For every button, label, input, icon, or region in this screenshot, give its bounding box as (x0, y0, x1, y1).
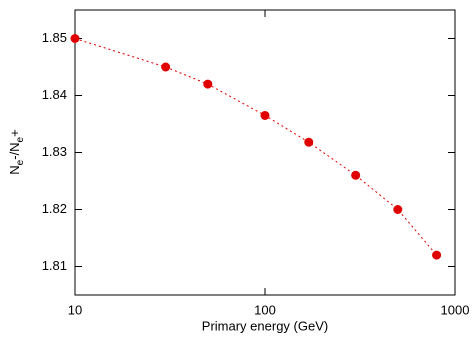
y-label-part: -/N (7, 142, 22, 159)
data-point (203, 79, 213, 89)
data-point (432, 250, 442, 260)
y-tick-label: 1.83 (42, 144, 67, 159)
x-tick-label: 10 (68, 302, 82, 317)
y-tick-label: 1.82 (42, 201, 67, 216)
x-tick-label: 1000 (441, 302, 470, 317)
series-line (74, 38, 437, 256)
y-tick-label: 1.85 (42, 30, 67, 45)
data-point (260, 110, 270, 120)
data-point (393, 205, 403, 214)
y-label-sub: e (15, 136, 26, 142)
x-tick-label: 100 (254, 302, 276, 317)
x-axis-label: Primary energy (GeV) (202, 318, 328, 333)
y-label-part: N (7, 165, 22, 174)
y-label-sub: e (15, 159, 26, 165)
y-label-part: + (7, 129, 22, 137)
data-point (351, 170, 361, 180)
data-point (304, 137, 314, 147)
plot-frame (74, 9, 456, 296)
data-point (161, 62, 171, 72)
y-tick-label: 1.84 (42, 87, 67, 102)
data-point (70, 34, 80, 43)
y-axis-label: Ne-/Ne+ (7, 129, 25, 174)
y-tick-label: 1.81 (42, 258, 67, 273)
